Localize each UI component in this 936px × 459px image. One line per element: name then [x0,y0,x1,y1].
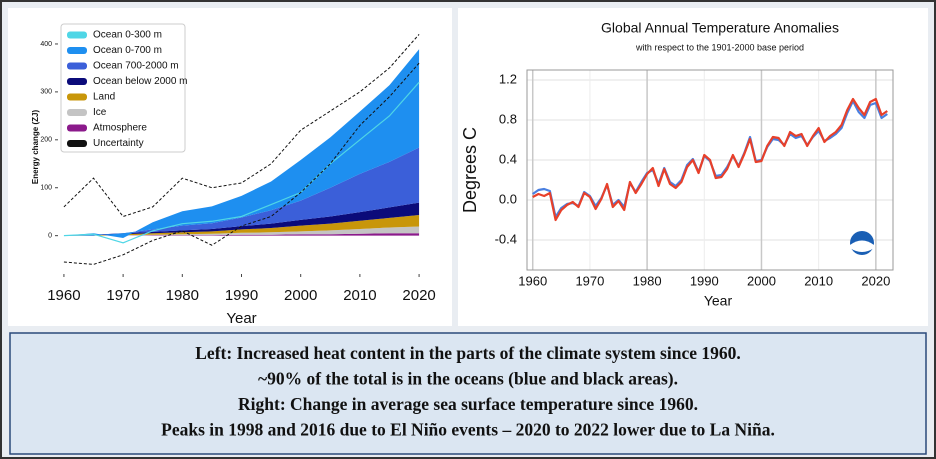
x-tick-label: 2010 [804,273,833,288]
plot-border [526,69,894,271]
area [63,233,420,236]
legend-swatch [67,93,87,101]
legend-box [60,23,186,153]
chart-subtitle: with respect to the 1901-2000 base perio… [635,42,804,52]
logo-wave [850,240,874,252]
y-tick-label: 1.2 [499,71,517,86]
legend-label: Ocean 0-700 m [93,45,162,56]
legend-label: Ice [93,107,107,118]
x-tick-label: 2000 [284,287,317,304]
legend-label: Uncertainty [93,138,144,149]
area [63,202,420,236]
y-tick-label: 100 [40,185,52,192]
y-tick-label: 0.4 [499,151,517,166]
y-tick-label: 300 [40,89,52,96]
area [63,226,420,236]
caption-line: Right: Change in average sea surface tem… [238,394,698,414]
x-tick-label: 1980 [633,273,662,288]
line [63,62,420,265]
x-tick-label: 1990 [225,287,258,304]
x-tick-label: 1970 [575,273,604,288]
right-panel [458,8,928,326]
legend-swatch [67,124,87,132]
y-tick-label: -0.4 [495,231,517,246]
legend-swatch [67,109,87,116]
x-tick-label: 1980 [166,287,199,304]
x-tick-label: 2020 [861,273,890,288]
legend-label: Ocean below 2000 m [93,76,188,87]
y-tick-label: 0.8 [499,111,517,126]
x-tick-label: 2010 [343,287,376,304]
legend-swatch [67,62,87,70]
legend-swatch [67,140,87,147]
x-axis-label: Year [704,293,733,309]
y-tick-label: 200 [40,137,52,144]
caption-line: Left: Increased heat content in the part… [195,343,740,363]
chart-title: Global Annual Temperature Anomalies [601,20,839,36]
noaa-logo [850,231,874,255]
caption-line: ~90% of the total is in the oceans (blue… [258,369,678,389]
legend-label: Land [93,92,115,103]
x-tick-label: 1960 [47,287,80,304]
legend-label: Atmosphere [93,123,147,134]
line [532,97,888,222]
x-tick-label: 2000 [747,273,776,288]
x-axis-label: Year [226,310,256,327]
area [63,147,420,236]
x-tick-label: 1970 [106,287,139,304]
y-tick-label: 0.0 [499,191,517,206]
legend-swatch [67,78,87,85]
x-tick-label: 1990 [690,273,719,288]
legend-label: Ocean 700-2000 m [93,61,179,72]
y-axis-label: Degrees C [460,127,480,213]
x-tick-label: 2020 [402,287,435,304]
area [63,49,420,239]
caption-box [9,332,927,455]
area [63,215,420,236]
legend-swatch [67,31,87,39]
y-axis-label: Energy change (ZJ) [31,110,40,185]
y-tick-label: 0 [48,233,52,240]
caption-line: Peaks in 1998 and 2016 due to El Niño ev… [161,420,775,440]
legend-label: Ocean 0-300 m [93,30,162,41]
x-tick-label: 1960 [518,273,547,288]
line [63,81,420,244]
y-tick-label: 400 [40,41,52,48]
legend-swatch [67,47,87,54]
